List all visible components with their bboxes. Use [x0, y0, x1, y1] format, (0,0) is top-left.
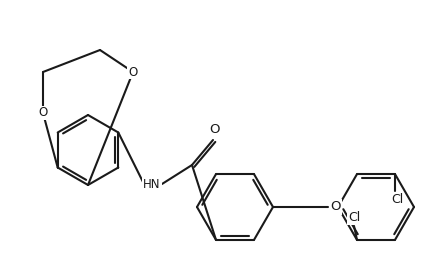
Text: Cl: Cl — [348, 211, 360, 224]
Text: O: O — [210, 123, 220, 136]
Text: HN: HN — [143, 177, 161, 191]
Text: O: O — [128, 66, 138, 79]
Text: O: O — [38, 106, 48, 120]
Text: O: O — [330, 200, 340, 213]
Text: Cl: Cl — [391, 192, 403, 206]
